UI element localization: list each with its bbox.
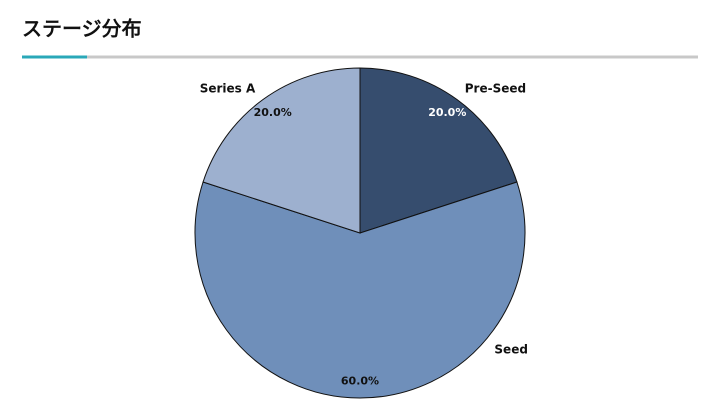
value-label: 20.0% (428, 106, 466, 119)
pie-slice (202, 67, 361, 234)
pie-slice (194, 181, 526, 399)
pie-slice (359, 67, 518, 234)
category-label: Seed (494, 343, 528, 357)
chart-title: ステージ分布 (22, 17, 142, 41)
category-label: Series A (200, 81, 256, 95)
category-label: Pre-Seed (465, 81, 526, 95)
value-label: 60.0% (341, 375, 379, 388)
value-label: 20.0% (254, 106, 292, 119)
